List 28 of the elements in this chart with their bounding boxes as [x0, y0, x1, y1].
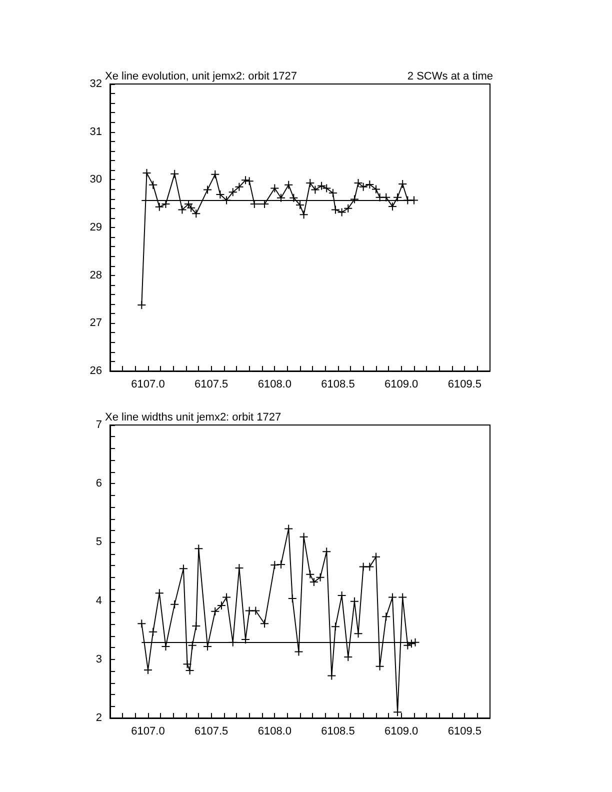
y-tick-label: 30: [90, 174, 102, 186]
x-tick-label: 6109.5: [448, 726, 482, 738]
x-tick-label: 6108.5: [321, 726, 355, 738]
y-tick-label: 2: [96, 712, 102, 724]
y-tick-label: 29: [90, 222, 102, 234]
x-tick-label: 6107.0: [131, 378, 165, 390]
y-tick-label: 5: [96, 536, 102, 548]
y-tick-label: 26: [90, 365, 102, 377]
y-tick-label: 27: [90, 317, 102, 330]
chart-subtitle: 2 SCWs at a time: [407, 70, 493, 82]
y-tick-label: 28: [90, 269, 102, 282]
y-tick-label: 31: [90, 126, 102, 138]
y-tick-label: 6: [96, 478, 102, 490]
x-tick-label: 6108.5: [321, 378, 355, 390]
chart-title: Xe line widths unit jemx2: orbit 1727: [105, 412, 282, 424]
chart-title: Xe line evolution, unit jemx2: orbit 1727: [105, 70, 298, 82]
x-tick-label: 6109.0: [384, 378, 418, 390]
x-tick-label: 6107.5: [194, 378, 228, 390]
x-tick-label: 6107.5: [194, 726, 228, 738]
y-tick-label: 32: [90, 78, 102, 90]
y-tick-label: 4: [96, 594, 102, 607]
x-tick-label: 6109.5: [448, 378, 482, 390]
y-tick-label: 3: [96, 653, 102, 666]
x-tick-label: 6108.0: [258, 378, 292, 390]
x-tick-label: 6108.0: [258, 726, 292, 738]
x-tick-label: 6109.0: [384, 726, 418, 738]
y-tick-label: 7: [96, 419, 102, 431]
x-tick-label: 6107.0: [131, 726, 165, 738]
